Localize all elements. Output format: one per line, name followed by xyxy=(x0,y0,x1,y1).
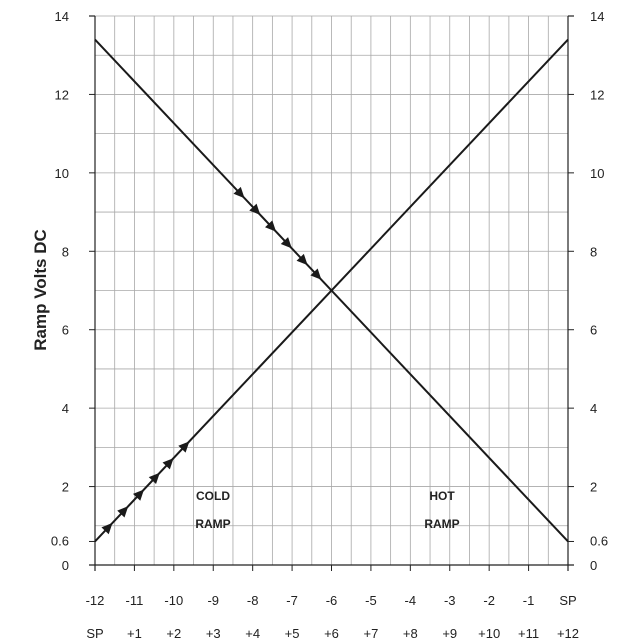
tick-labels: 0 0 2 2 4 4 6 6 8 8 10 10 12 12 14 14 0.6 0.6 -12 SP -11 +1 -1… xyxy=(51,9,608,641)
y-tick-label-right: 2 xyxy=(590,480,597,495)
y-tick-label-right-extra: 0.6 xyxy=(590,533,608,548)
y-tick-label-right: 14 xyxy=(590,9,604,24)
y-tick-label-left-extra: 0.6 xyxy=(51,533,69,548)
series-line-hot xyxy=(94,38,569,543)
y-tick-label-left: 4 xyxy=(62,401,69,416)
x-tick-label-top: SP xyxy=(559,593,576,608)
y-tick-label-left: 0 xyxy=(62,558,69,573)
y-tick-label-right: 8 xyxy=(590,244,597,259)
x-tick-label-bottom: +11 xyxy=(518,626,539,641)
x-tick-label-top: -2 xyxy=(483,593,495,608)
x-tick-label-top: -6 xyxy=(326,593,338,608)
x-tick-label-bottom: +8 xyxy=(403,626,418,641)
arrow-hot-ramp xyxy=(310,268,322,280)
x-tick-label-bottom: +5 xyxy=(285,626,300,641)
x-tick-label-top: -7 xyxy=(286,593,298,608)
y-axis-label: Ramp Volts DC xyxy=(31,229,50,351)
x-tick-label-top: -4 xyxy=(405,593,417,608)
y-tick-label-right: 10 xyxy=(590,166,604,181)
arrow-cold-ramp xyxy=(117,506,129,518)
y-tick-label-right: 0 xyxy=(590,558,597,573)
annotation-cold-line2: RAMP xyxy=(195,517,230,531)
x-tick-label-bottom: SP xyxy=(86,626,103,641)
x-tick-label-bottom: +10 xyxy=(478,626,500,641)
x-tick-label-top: -12 xyxy=(86,593,105,608)
x-tick-label-bottom: +1 xyxy=(127,626,142,641)
x-tick-label-top: -9 xyxy=(207,593,219,608)
annotation-hot-line2: RAMP xyxy=(424,517,459,531)
y-tick-label-right: 4 xyxy=(590,401,597,416)
y-tick-label-left: 2 xyxy=(62,480,69,495)
arrow-cold-ramp xyxy=(178,441,190,453)
x-tick-label-bottom: +6 xyxy=(324,626,339,641)
arrow-cold-ramp xyxy=(148,472,160,484)
x-tick-label-bottom: +2 xyxy=(166,626,181,641)
annotations: COLD RAMP HOT RAMP xyxy=(195,489,459,531)
y-tick-label-left: 14 xyxy=(55,9,69,24)
arrow-hot-ramp xyxy=(280,237,292,249)
x-tick-label-bottom: +3 xyxy=(206,626,221,641)
x-tick-label-bottom: +4 xyxy=(245,626,260,641)
y-tick-label-right: 12 xyxy=(590,87,604,102)
x-tick-label-top: -1 xyxy=(523,593,535,608)
arrow-hot-ramp xyxy=(265,220,277,232)
arrow-cold-ramp xyxy=(132,489,145,501)
arrow-hot-ramp xyxy=(249,203,261,215)
arrow-cold-ramp xyxy=(101,522,113,535)
y-tick-label-left: 6 xyxy=(62,323,69,338)
arrow-hot-ramp xyxy=(296,253,308,266)
x-tick-label-top: -3 xyxy=(444,593,456,608)
x-tick-label-bottom: +12 xyxy=(557,626,579,641)
series-lines xyxy=(94,38,569,543)
x-tick-label-bottom: +7 xyxy=(364,626,379,641)
x-tick-label-top: -8 xyxy=(247,593,259,608)
direction-arrows xyxy=(101,186,322,535)
y-tick-label-left: 10 xyxy=(55,166,69,181)
y-tick-label-right: 6 xyxy=(590,323,597,338)
plot-frame xyxy=(89,15,574,571)
y-tick-label-left: 12 xyxy=(55,87,69,102)
arrow-cold-ramp xyxy=(162,458,174,470)
arrow-hot-ramp xyxy=(233,186,245,199)
annotation-hot-line1: HOT xyxy=(429,489,455,503)
x-tick-label-bottom: +9 xyxy=(442,626,457,641)
y-tick-label-left: 8 xyxy=(62,244,69,259)
x-tick-label-top: -5 xyxy=(365,593,377,608)
x-tick-label-top: -11 xyxy=(126,593,144,608)
x-tick-label-top: -10 xyxy=(164,593,183,608)
annotation-cold-line1: COLD xyxy=(196,489,230,503)
